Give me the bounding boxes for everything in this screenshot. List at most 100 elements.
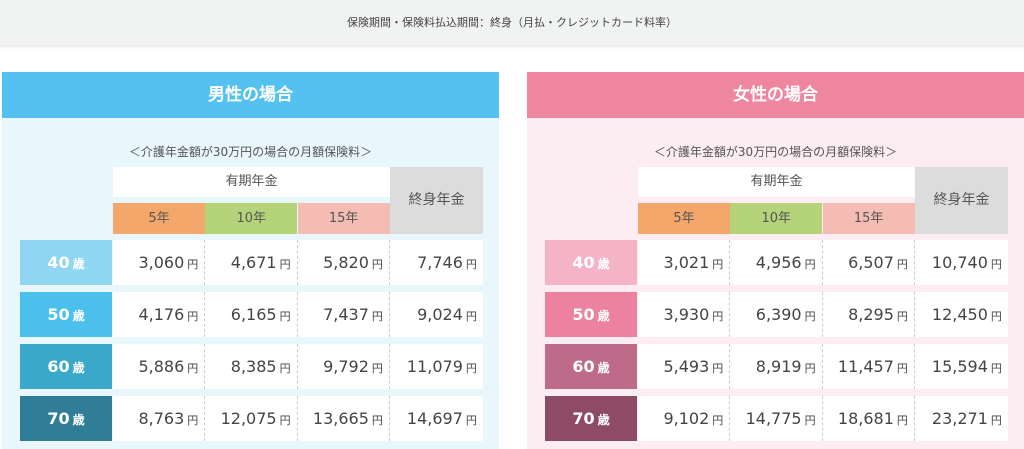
- age-unit: 歳: [597, 361, 610, 375]
- yen-unit: 円: [371, 258, 383, 271]
- premium-value: 5,493: [663, 357, 710, 376]
- yen-unit: 円: [187, 362, 199, 375]
- premium-value: 3,930: [663, 305, 710, 324]
- yen-unit: 円: [804, 258, 816, 271]
- yen-unit: 円: [371, 310, 383, 323]
- female-premium-panel: 女性の場合 ＜介護年金額が30万円の場合の月額保険料＞ 有期年金 終身年金 5年 1…: [527, 72, 1024, 449]
- yen-unit: 円: [712, 310, 724, 323]
- premium-cell: 11,079 円: [389, 344, 483, 389]
- premium-cell: 3,930 円: [638, 292, 731, 337]
- yen-unit: 円: [804, 414, 816, 427]
- age-value: 60: [47, 357, 70, 376]
- yen-unit: 円: [896, 414, 908, 427]
- term-header: 15年: [297, 203, 390, 234]
- age-value: 40: [572, 253, 595, 272]
- premium-cell: 5,820 円: [297, 240, 390, 285]
- premium-cell: 4,176 円: [113, 292, 206, 337]
- premium-cell: 12,450 円: [914, 292, 1008, 337]
- age-value: 40: [47, 253, 70, 272]
- yen-unit: 円: [712, 414, 724, 427]
- panel-title: 女性の場合: [527, 72, 1024, 118]
- male-premium-panel: 男性の場合 ＜介護年金額が30万円の場合の月額保険料＞ 有期年金 終身年金 5年 1…: [2, 72, 499, 449]
- premium-cell: 9,024 円: [389, 292, 483, 337]
- premium-cell: 6,507 円: [822, 240, 915, 285]
- premium-cell: 10,740 円: [914, 240, 1008, 285]
- yen-unit: 円: [279, 414, 291, 427]
- yen-unit: 円: [187, 310, 199, 323]
- premium-value: 14,697: [406, 409, 463, 428]
- premium-value: 12,075: [220, 409, 277, 428]
- premium-cell: 8,763 円: [113, 396, 206, 441]
- panel-title: 男性の場合: [2, 72, 499, 118]
- lifetime-annuity-header: 終身年金: [915, 167, 1008, 234]
- age-value: 70: [572, 409, 595, 428]
- premium-value: 8,295: [848, 305, 894, 324]
- premium-value: 6,165: [230, 305, 277, 324]
- premium-value: 9,024: [417, 305, 463, 324]
- term-header: 10年: [205, 203, 298, 234]
- premium-cell: 8,919 円: [730, 344, 823, 389]
- age-label: 70 歳: [545, 396, 637, 441]
- premium-cell: 6,390 円: [730, 292, 823, 337]
- premium-value: 18,681: [837, 409, 894, 428]
- premium-cell: 6,165 円: [205, 292, 298, 337]
- premium-value: 6,390: [755, 305, 802, 324]
- premium-value: 4,671: [230, 253, 277, 272]
- term-header: 10年: [730, 203, 823, 234]
- yen-unit: 円: [990, 258, 1002, 271]
- fixed-term-annuity-header: 有期年金: [638, 167, 915, 197]
- term-header: 5年: [638, 203, 730, 234]
- premium-cell: 9,102 円: [638, 396, 731, 441]
- premium-cell: 5,886 円: [113, 344, 206, 389]
- yen-unit: 円: [465, 414, 477, 427]
- premium-value: 9,792: [323, 357, 369, 376]
- premium-value: 13,665: [312, 409, 369, 428]
- premium-value: 4,176: [138, 305, 185, 324]
- lifetime-annuity-header: 終身年金: [390, 167, 483, 234]
- premium-cell: 15,594 円: [914, 344, 1008, 389]
- premium-value: 4,956: [755, 253, 802, 272]
- yen-unit: 円: [187, 258, 199, 271]
- yen-unit: 円: [712, 258, 724, 271]
- premium-cell: 3,021 円: [638, 240, 731, 285]
- premium-cell: 23,271 円: [914, 396, 1008, 441]
- premium-cell: 13,665 円: [297, 396, 390, 441]
- age-unit: 歳: [72, 413, 85, 427]
- premium-cell: 14,697 円: [389, 396, 483, 441]
- premium-value: 3,060: [138, 253, 185, 272]
- yen-unit: 円: [990, 310, 1002, 323]
- premium-cell: 14,775 円: [730, 396, 823, 441]
- yen-unit: 円: [990, 362, 1002, 375]
- age-label: 50 歳: [545, 292, 637, 337]
- yen-unit: 円: [371, 414, 383, 427]
- age-unit: 歳: [72, 361, 85, 375]
- yen-unit: 円: [279, 310, 291, 323]
- age-unit: 歳: [597, 413, 610, 427]
- yen-unit: 円: [896, 362, 908, 375]
- premium-value: 6,507: [848, 253, 894, 272]
- premium-cell: 8,385 円: [205, 344, 298, 389]
- premium-value: 5,820: [323, 253, 369, 272]
- yen-unit: 円: [990, 414, 1002, 427]
- age-label: 40 歳: [20, 240, 112, 285]
- yen-unit: 円: [371, 362, 383, 375]
- age-value: 60: [572, 357, 595, 376]
- yen-unit: 円: [896, 258, 908, 271]
- term-header: 15年: [822, 203, 915, 234]
- age-value: 50: [47, 305, 70, 324]
- premium-value: 11,457: [837, 357, 894, 376]
- age-unit: 歳: [72, 257, 85, 271]
- table-subtitle: ＜介護年金額が30万円の場合の月額保険料＞: [653, 145, 898, 159]
- premium-cell: 5,493 円: [638, 344, 731, 389]
- age-unit: 歳: [597, 309, 610, 323]
- premium-value: 7,437: [323, 305, 369, 324]
- term-header: 5年: [113, 203, 205, 234]
- age-value: 70: [47, 409, 70, 428]
- premium-value: 5,886: [138, 357, 185, 376]
- premium-cell: 7,437 円: [297, 292, 390, 337]
- yen-unit: 円: [804, 310, 816, 323]
- age-label: 60 歳: [20, 344, 112, 389]
- premium-value: 8,919: [755, 357, 802, 376]
- coverage-period-note: 保険期間・保険料払込期間：終身（月払・クレジットカード料率）: [0, 0, 1024, 45]
- premium-value: 8,385: [230, 357, 277, 376]
